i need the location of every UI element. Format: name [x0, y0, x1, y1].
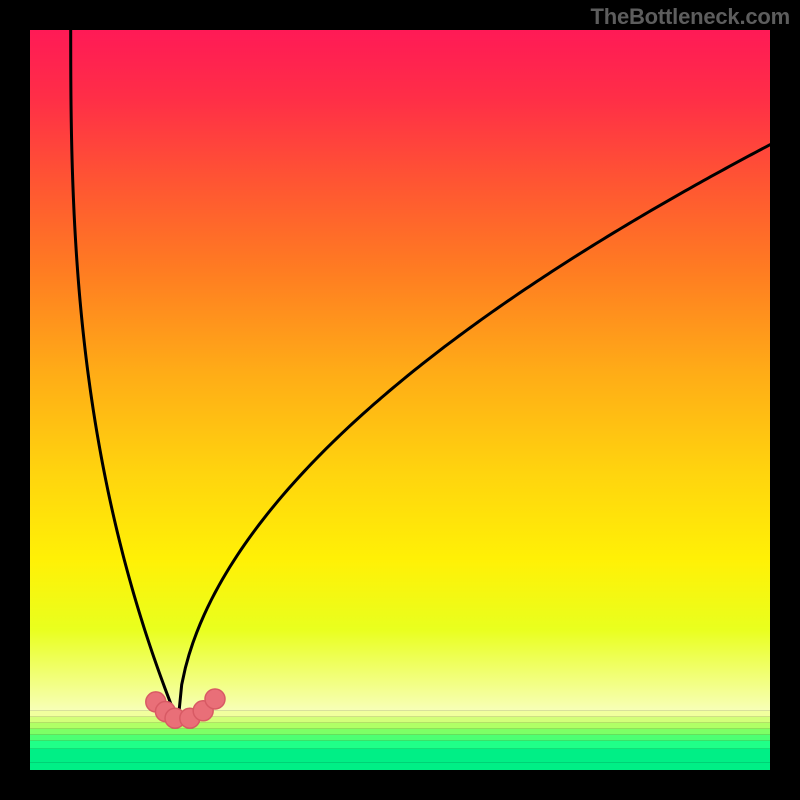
band-fill — [30, 763, 770, 770]
band-3 — [30, 729, 770, 735]
gradient-bg — [30, 30, 770, 711]
band-4 — [30, 735, 770, 741]
chart-frame: TheBottleneck.com — [0, 0, 800, 800]
band-0 — [30, 711, 770, 717]
watermark-text: TheBottleneck.com — [590, 4, 790, 30]
band-2 — [30, 723, 770, 729]
band-5 — [30, 741, 770, 749]
chart-svg — [0, 0, 800, 800]
band-6 — [30, 749, 770, 763]
band-1 — [30, 717, 770, 723]
marker-dot — [205, 689, 225, 709]
